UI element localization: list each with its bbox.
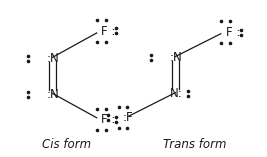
Text: :N: :N xyxy=(47,88,60,101)
Text: F :: F : xyxy=(101,113,116,126)
Text: :F: :F xyxy=(123,111,134,124)
Text: Trans form: Trans form xyxy=(163,138,227,151)
Text: :N: :N xyxy=(47,52,60,65)
Text: F :: F : xyxy=(101,25,116,38)
Text: :N: :N xyxy=(170,51,182,64)
Text: F :: F : xyxy=(226,26,240,39)
Text: N:: N: xyxy=(170,87,182,100)
Text: Cis form: Cis form xyxy=(42,138,91,151)
